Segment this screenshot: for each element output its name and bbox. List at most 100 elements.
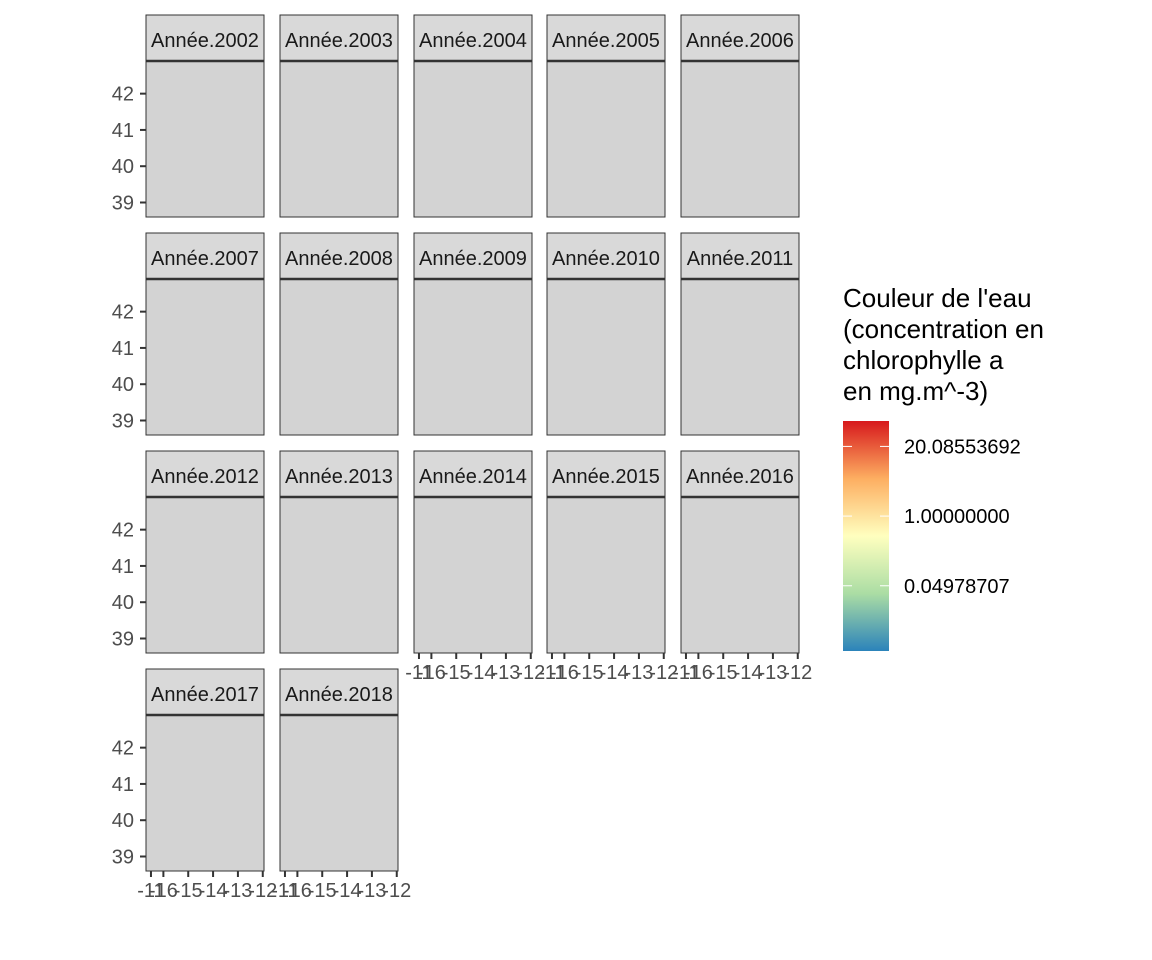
legend-colorbar — [843, 421, 889, 651]
x-tick-label: -11 — [271, 880, 298, 902]
facet-strip — [546, 232, 666, 280]
facet-strip-label: Année.2010 — [552, 248, 660, 270]
facet-plot-area — [145, 278, 265, 436]
facet-strip-label: Année.2009 — [419, 248, 527, 270]
x-tick-label: -14 — [600, 662, 629, 684]
facet-plot-area — [145, 496, 265, 654]
facet-panel: Année.2016 -11-16-15-14-13-12 — [672, 450, 812, 684]
facet-strip — [546, 450, 666, 498]
facet-panel: Année.2014 -11-16-15-14-13-12 — [405, 450, 545, 684]
facet-plot-area — [680, 278, 800, 436]
facet-strip-label: Année.2003 — [285, 30, 393, 52]
legend-title-line-1: Couleur de l'eau — [843, 283, 1032, 313]
color-legend: Couleur de l'eau (concentration en chlor… — [843, 283, 1044, 651]
facet-strip-label: Année.2007 — [151, 248, 259, 270]
x-tick-label: -14 — [467, 662, 496, 684]
x-tick-label: -13 — [357, 880, 386, 902]
y-tick-label: 40 — [112, 156, 134, 178]
x-tick-label: -11 — [672, 662, 699, 684]
x-tick-label: -15 — [709, 662, 738, 684]
facet-plot-area — [546, 496, 666, 654]
y-tick-label: 42 — [112, 520, 134, 542]
x-tick-label: -12 — [248, 880, 277, 902]
facet-plot-area — [680, 60, 800, 218]
legend-label: 1.00000000 — [904, 506, 1010, 528]
y-tick-label: 40 — [112, 592, 134, 614]
facet-plot-area — [279, 278, 399, 436]
x-tick-label: -16 — [417, 662, 446, 684]
facet-strip — [680, 14, 800, 62]
y-tick-label: 39 — [112, 192, 134, 214]
x-tick-label: -12 — [516, 662, 545, 684]
facet-panel: Année.2007 39 40 41 42 — [112, 232, 265, 436]
x-tick-label: -16 — [149, 880, 178, 902]
facet-panel: Année.2006 — [680, 14, 800, 218]
y-tick-label: 39 — [112, 410, 134, 432]
y-tick-label: 41 — [112, 774, 134, 796]
y-tick-label: 41 — [112, 120, 134, 142]
facet-panel: Année.2017 39 40 41 42 -11-16-15-14-13-12 — [112, 668, 277, 902]
facet-panel: Année.2008 — [279, 232, 399, 436]
x-tick-label: -14 — [199, 880, 228, 902]
x-tick-label: -12 — [382, 880, 411, 902]
x-tick-label: -11 — [137, 880, 164, 902]
facet-strip — [413, 450, 533, 498]
x-tick-label: -15 — [442, 662, 471, 684]
facet-plot-area — [145, 714, 265, 872]
legend-label: 20.08553692 — [904, 436, 1021, 458]
facet-plot-area — [145, 60, 265, 218]
facet-plot-area — [279, 60, 399, 218]
facet-strip — [279, 668, 399, 716]
facet-strip-label: Année.2014 — [419, 466, 527, 488]
facet-plot-area — [413, 60, 533, 218]
facet-strip-label: Année.2012 — [151, 466, 259, 488]
facet-strip-label: Année.2017 — [151, 684, 259, 706]
facet-plot-area — [546, 278, 666, 436]
facet-strip — [680, 450, 800, 498]
x-tick-label: -14 — [734, 662, 763, 684]
legend-title-line-3: chlorophylle a — [843, 345, 1004, 375]
y-tick-label: 40 — [112, 374, 134, 396]
facet-plot-area — [680, 496, 800, 654]
facet-strip — [413, 232, 533, 280]
facet-strip-label: Année.2005 — [552, 30, 660, 52]
facet-strip — [279, 232, 399, 280]
facet-plot-area — [279, 496, 399, 654]
facet-strip-label: Année.2016 — [686, 466, 794, 488]
y-tick-label: 42 — [112, 84, 134, 106]
y-tick-label: 39 — [112, 628, 134, 650]
x-tick-label: -13 — [624, 662, 653, 684]
facet-strip-label: Année.2004 — [419, 30, 527, 52]
facet-panel: Année.2004 — [413, 14, 533, 218]
y-tick-label: 40 — [112, 810, 134, 832]
facet-strip — [145, 232, 265, 280]
y-tick-label: 42 — [112, 738, 134, 760]
facet-strip-label: Année.2013 — [285, 466, 393, 488]
facet-panel: Année.2009 — [413, 232, 533, 436]
x-tick-label: -16 — [283, 880, 312, 902]
facet-panel: Année.2011 — [680, 232, 800, 436]
facet-strip — [145, 14, 265, 62]
y-tick-label: 41 — [112, 338, 134, 360]
facet-plot-area — [413, 496, 533, 654]
facet-strip — [413, 14, 533, 62]
x-tick-label: -16 — [550, 662, 579, 684]
x-tick-label: -13 — [758, 662, 787, 684]
x-tick-label: -15 — [575, 662, 604, 684]
facet-strip-label: Année.2011 — [687, 248, 793, 270]
facet-panels: Année.2002 39 40 41 42 Année.2003 Année.2004 An… — [112, 14, 812, 902]
facet-plot-area — [279, 714, 399, 872]
facet-panel: Année.2010 — [546, 232, 666, 436]
facet-strip-label: Année.2008 — [285, 248, 393, 270]
facet-panel: Année.2013 — [279, 450, 399, 654]
facet-strip-label: Année.2006 — [686, 30, 794, 52]
x-tick-label: -15 — [308, 880, 337, 902]
facet-strip-label: Année.2018 — [285, 684, 393, 706]
y-tick-label: 42 — [112, 302, 134, 324]
facet-strip-label: Année.2002 — [151, 30, 259, 52]
facet-panel: Année.2018 -11-16-15-14-13-12 — [271, 668, 411, 902]
x-tick-label: -12 — [783, 662, 812, 684]
facet-panel: Année.2002 39 40 41 42 — [112, 14, 265, 218]
x-tick-label: -11 — [405, 662, 432, 684]
